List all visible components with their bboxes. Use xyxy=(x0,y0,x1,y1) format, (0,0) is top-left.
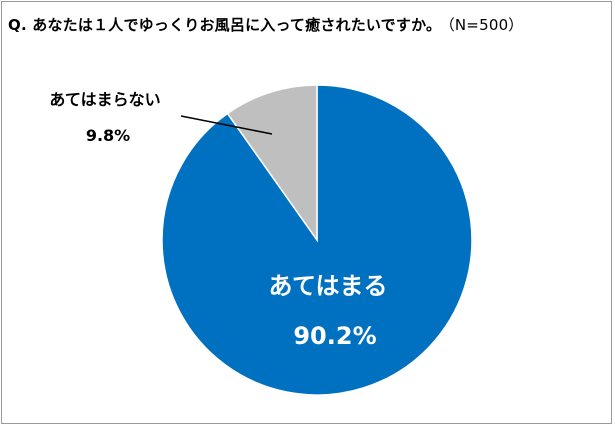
slice-value-agree: 90.2% xyxy=(293,322,376,350)
sample-size: （N=500） xyxy=(447,16,524,34)
question-text: Q. あなたは１人でゆっくりお風呂に入って癒されたいですか。 xyxy=(8,16,442,34)
pie-slice-disagree xyxy=(226,84,318,243)
slice-value-disagree: 9.8% xyxy=(86,126,130,145)
leader-line xyxy=(180,115,273,135)
question-title: Q. あなたは１人でゆっくりお風呂に入って癒されたいですか。 （N=500） xyxy=(8,14,524,35)
slice-label-agree: あてはまる xyxy=(268,272,387,300)
pie-slices xyxy=(161,84,473,396)
slice-label-disagree: あてはまらない xyxy=(49,90,160,109)
